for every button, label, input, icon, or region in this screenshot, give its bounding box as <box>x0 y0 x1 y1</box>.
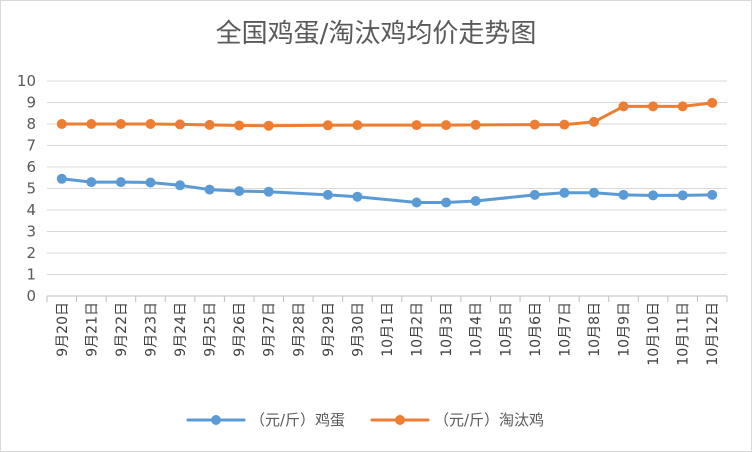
data-point <box>115 119 126 129</box>
data-point <box>352 120 363 131</box>
data-point <box>204 184 215 195</box>
data-point <box>56 173 67 184</box>
x-tick-label: 9月21日 <box>84 302 100 357</box>
x-tick-label: 9月30日 <box>350 302 366 357</box>
axes <box>46 295 728 302</box>
legend-label: （元/斤）淘汰鸡 <box>434 411 544 429</box>
x-tick-label: 9月25日 <box>203 302 219 357</box>
data-point <box>648 190 659 201</box>
y-tick-label: 1 <box>26 266 36 284</box>
data-point <box>559 119 570 130</box>
data-point <box>441 197 452 208</box>
y-tick-label: 9 <box>26 94 36 112</box>
gridlines <box>47 80 727 275</box>
data-point <box>86 119 97 129</box>
data-point <box>648 101 659 112</box>
data-point <box>263 186 274 197</box>
data-point <box>263 120 274 131</box>
y-tick-label: 10 <box>17 72 36 90</box>
x-tick-label: 10月8日 <box>587 302 603 357</box>
x-tick-label: 9月22日 <box>114 302 130 357</box>
x-tick-label: 10月5日 <box>498 302 514 357</box>
series-1 <box>56 173 718 208</box>
data-point <box>441 120 452 131</box>
legend-marker <box>395 415 405 425</box>
data-point <box>470 119 481 130</box>
series-2 <box>56 97 718 131</box>
x-tick-label: 9月23日 <box>143 302 159 357</box>
data-point <box>559 187 570 198</box>
data-point <box>707 97 718 108</box>
y-tick-label: 0 <box>26 287 36 305</box>
y-tick-label: 6 <box>26 158 36 176</box>
data-point <box>175 119 185 130</box>
x-tick-label: 9月28日 <box>291 302 307 357</box>
y-tick-label: 3 <box>26 223 36 241</box>
x-tick-label: 10月12日 <box>705 302 721 366</box>
data-point <box>56 119 67 129</box>
legend-label: （元/斤）鸡蛋 <box>250 411 345 429</box>
data-point <box>234 186 245 197</box>
x-tick-label: 9月29日 <box>321 302 337 357</box>
x-tick-label: 10月9日 <box>617 302 633 357</box>
chart-title: 全国鸡蛋/淘汰鸡均价走势图 <box>216 19 537 49</box>
x-tick-label: 10月11日 <box>676 302 692 366</box>
data-point <box>234 120 245 131</box>
data-point <box>589 187 599 198</box>
x-tick-labels: 9月20日 9月21日 9月22日 9月23日 9月24日 9月25日 9月26日 9月27日… <box>55 302 721 366</box>
data-point <box>411 120 422 131</box>
x-tick-label: 9月24日 <box>173 302 189 357</box>
x-tick-label: 10月3日 <box>439 302 455 357</box>
data-point <box>589 116 599 127</box>
data-point <box>677 101 688 112</box>
x-tick-label: 9月26日 <box>232 302 248 357</box>
y-tick-labels: 0 1 2 3 4 5 6 7 8 9 10 <box>17 72 36 305</box>
data-point <box>411 197 422 208</box>
y-tick-label: 7 <box>26 137 36 155</box>
data-point <box>707 189 718 200</box>
legend-marker <box>211 415 221 425</box>
legend-item-1: （元/斤）鸡蛋 <box>186 411 345 429</box>
data-point <box>145 177 156 188</box>
legend-item-2: （元/斤）淘汰鸡 <box>370 411 544 429</box>
x-tick-label: 9月20日 <box>55 302 71 357</box>
data-point <box>352 191 363 202</box>
data-point <box>145 119 156 129</box>
y-tick-label: 4 <box>26 201 36 219</box>
data-point <box>115 177 126 188</box>
x-tick-label: 10月7日 <box>557 302 573 357</box>
data-point <box>175 180 185 191</box>
y-tick-label: 8 <box>26 115 36 133</box>
x-tick-label: 9月27日 <box>262 302 278 357</box>
x-tick-label: 10月6日 <box>528 302 544 357</box>
y-tick-label: 5 <box>26 180 36 198</box>
data-point <box>204 119 215 130</box>
x-tick-label: 10月4日 <box>469 302 485 357</box>
data-point <box>618 101 629 112</box>
data-point <box>86 177 97 188</box>
data-point <box>529 119 540 130</box>
x-tick-label: 10月1日 <box>380 302 396 357</box>
legend: （元/斤）鸡蛋 （元/斤）淘汰鸡 <box>186 411 544 429</box>
y-tick-label: 2 <box>26 244 36 262</box>
series-lines <box>56 97 718 208</box>
x-tick-label: 10月10日 <box>646 302 662 366</box>
data-point <box>677 190 688 201</box>
data-point <box>618 189 629 200</box>
data-point <box>470 196 481 206</box>
data-point <box>322 189 333 200</box>
x-tick-label: 10月2日 <box>410 302 426 357</box>
data-point <box>529 189 540 200</box>
data-point <box>322 120 333 131</box>
